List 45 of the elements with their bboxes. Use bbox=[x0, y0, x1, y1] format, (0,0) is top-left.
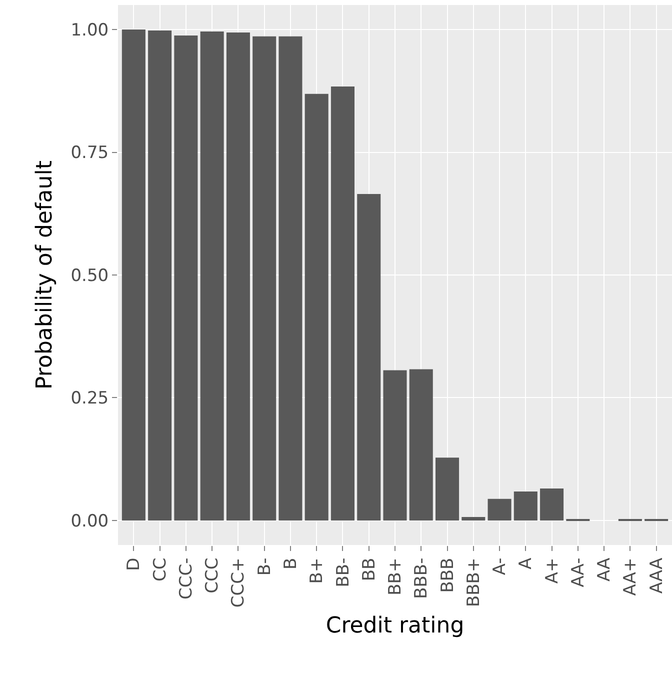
x-tick-label: A- bbox=[490, 558, 510, 576]
bar bbox=[488, 498, 512, 520]
bar bbox=[252, 36, 276, 520]
x-axis-title: Credit rating bbox=[326, 614, 464, 639]
y-tick-label: 0.50 bbox=[70, 266, 109, 286]
x-tick-label: AAA bbox=[646, 557, 667, 594]
bar bbox=[357, 194, 381, 520]
bar bbox=[304, 94, 328, 520]
bar bbox=[278, 36, 302, 520]
x-tick-label: A bbox=[516, 557, 536, 570]
y-tick-label: 0.25 bbox=[70, 388, 109, 409]
bar bbox=[174, 35, 198, 520]
x-tick-label: AA bbox=[594, 557, 615, 582]
x-tick-label: BBB+ bbox=[464, 558, 484, 608]
x-tick-label: B bbox=[280, 558, 301, 570]
x-tick-label: D bbox=[124, 558, 144, 571]
bar bbox=[330, 86, 354, 520]
y-axis-title: Probability of default bbox=[32, 160, 58, 390]
y-tick-label: 0.75 bbox=[70, 143, 109, 164]
x-tick-label: CCC bbox=[202, 558, 223, 594]
x-tick-label: B- bbox=[254, 558, 275, 576]
bar bbox=[383, 370, 407, 520]
x-tick-label: BB+ bbox=[386, 558, 406, 596]
bar bbox=[122, 30, 146, 520]
bar bbox=[514, 491, 538, 520]
x-tick-label: BBB bbox=[438, 558, 458, 593]
x-tick-label: BB- bbox=[333, 558, 354, 588]
bar bbox=[200, 32, 224, 520]
x-tick-label: A+ bbox=[542, 558, 562, 584]
x-tick-label: AA- bbox=[568, 558, 588, 588]
x-tick-label: BBB- bbox=[412, 558, 432, 599]
y-tick-label: 0.00 bbox=[70, 511, 109, 532]
bar bbox=[226, 32, 250, 520]
bar bbox=[409, 369, 433, 520]
x-tick-label: CC bbox=[150, 558, 170, 582]
bar bbox=[462, 517, 486, 520]
bar bbox=[148, 30, 172, 520]
x-tick-label: CCC+ bbox=[228, 558, 249, 608]
y-tick-label: 1.00 bbox=[70, 20, 109, 40]
x-tick-label: BB bbox=[359, 558, 380, 582]
bar bbox=[540, 488, 564, 520]
x-tick-label: AA+ bbox=[620, 558, 641, 596]
x-tick-label: B+ bbox=[307, 558, 328, 584]
x-tick-label: CCC- bbox=[176, 558, 196, 600]
bar bbox=[436, 458, 460, 520]
